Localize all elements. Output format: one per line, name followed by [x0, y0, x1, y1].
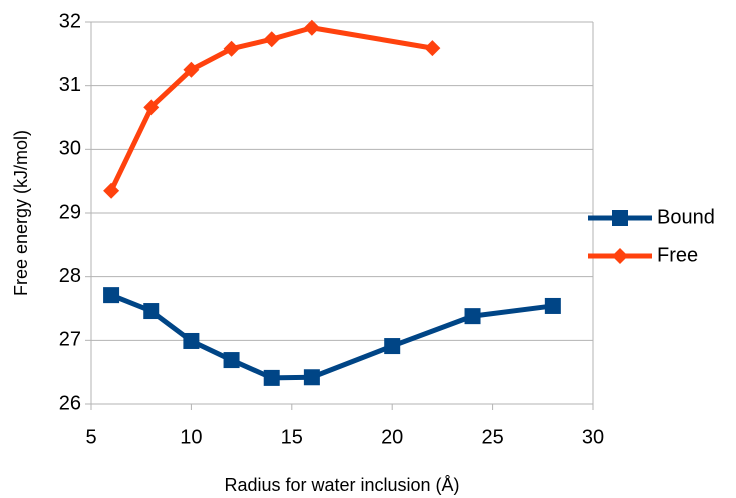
y-tick-label: 30: [59, 138, 81, 160]
legend-marker: [612, 210, 628, 226]
marker: [384, 338, 401, 355]
marker: [464, 308, 481, 325]
marker: [424, 40, 441, 57]
marker: [223, 40, 240, 57]
y-tick-label: 29: [59, 201, 81, 223]
legend-marker: [612, 248, 628, 264]
y-tick-label: 31: [59, 74, 81, 96]
legend-label: Bound: [657, 206, 715, 228]
x-tick-label: 25: [481, 426, 503, 448]
marker: [183, 61, 200, 78]
marker: [183, 332, 200, 349]
x-tick-label: 20: [381, 426, 403, 448]
marker: [103, 182, 120, 199]
marker: [263, 31, 280, 48]
marker: [303, 19, 320, 36]
y-tick-label: 32: [59, 10, 81, 32]
y-tick-label: 28: [59, 265, 81, 287]
marker: [143, 99, 160, 116]
marker: [223, 352, 240, 369]
y-axis-label: Free energy (kJ/mol): [11, 130, 31, 296]
marker: [143, 303, 160, 320]
x-tick-label: 5: [85, 426, 96, 448]
marker: [103, 287, 120, 304]
marker: [303, 369, 320, 386]
series-line: [110, 292, 554, 381]
x-tick-label: 15: [281, 426, 303, 448]
x-tick-label: 30: [582, 426, 604, 448]
y-tick-label: 26: [59, 392, 81, 414]
x-axis-label: Radius for water inclusion (Å): [224, 475, 459, 495]
x-tick-label: 10: [180, 426, 202, 448]
y-tick-label: 27: [59, 329, 81, 351]
series-line: [108, 25, 433, 192]
legend-label: Free: [657, 244, 698, 266]
marker: [263, 369, 280, 386]
marker: [544, 297, 561, 314]
